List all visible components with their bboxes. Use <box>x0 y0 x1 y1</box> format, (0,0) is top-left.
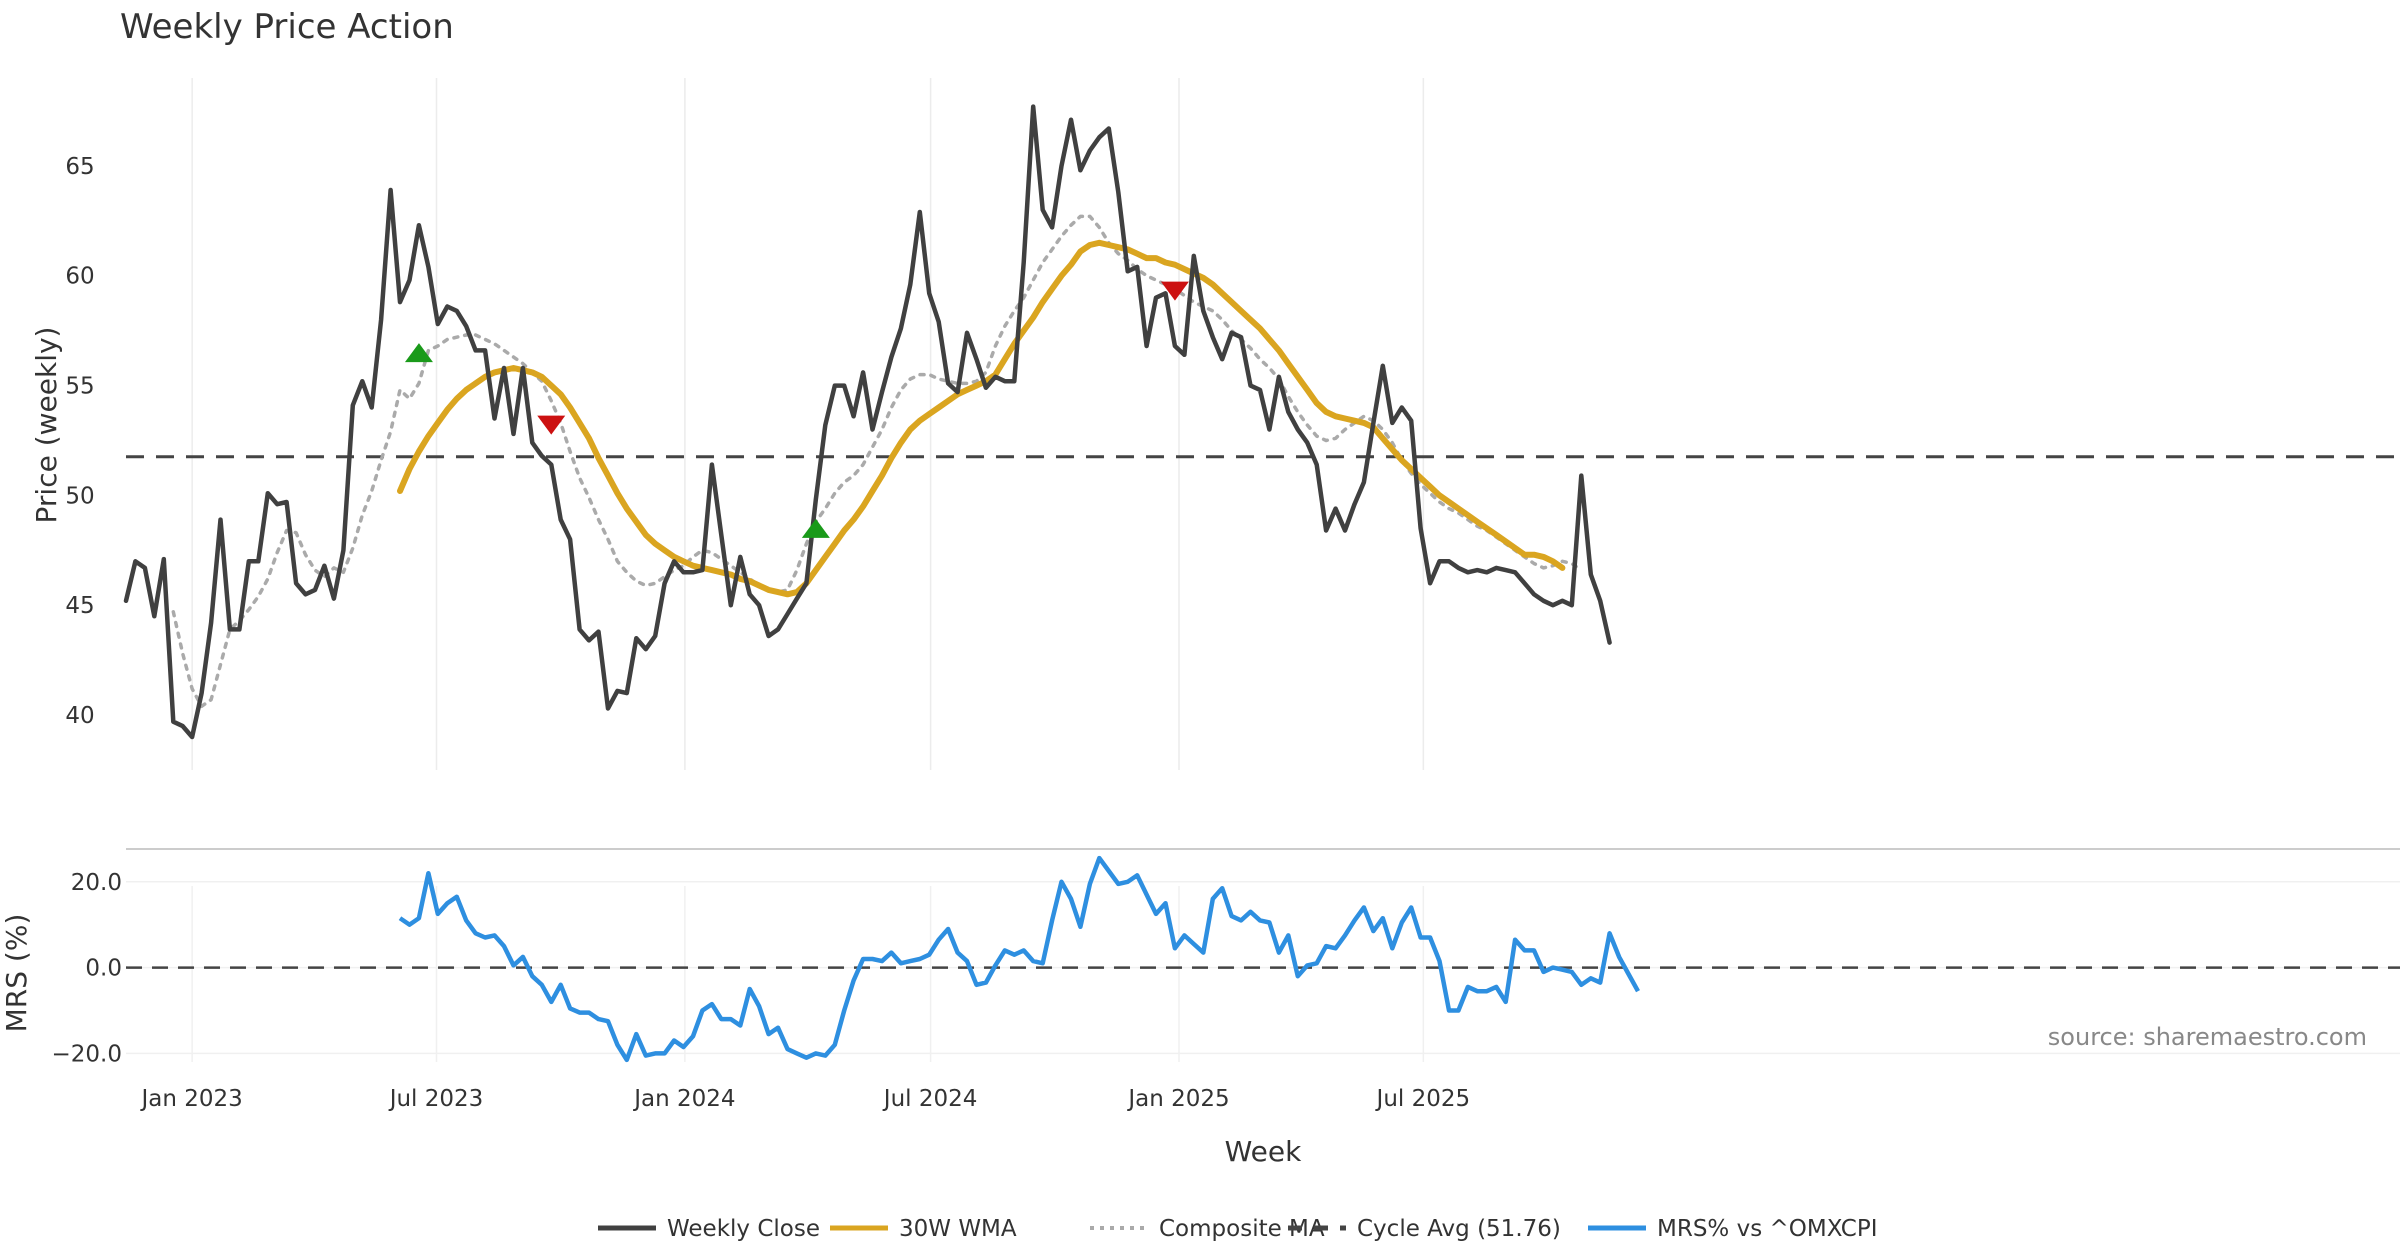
legend-label: MRS% vs ^OMXCPI <box>1657 1216 1878 1242</box>
mrs-line <box>398 855 1640 1063</box>
legend-label: 30W WMA <box>899 1216 1017 1242</box>
x-axis-ticks: Jan 2023 Jul 2023 Jan 2024 Jul 2024 Jan 2025… <box>139 1086 1470 1112</box>
buy-signal-marker <box>801 518 830 538</box>
mrs-series <box>398 855 1640 1063</box>
price-y-ticks: 40 45 50 55 60 65 <box>65 154 94 729</box>
legend: Weekly Close 30W WMA Composite MA Cycle Avg… <box>598 1216 1878 1242</box>
price-y-axis-label: Price (weekly) <box>30 327 63 524</box>
sell-signal-marker <box>1160 281 1189 301</box>
signal-markers <box>404 281 1189 538</box>
x-tick-label: Jul 2023 <box>388 1086 484 1112</box>
price-gridlines <box>191 78 1425 770</box>
mrs-y-axis-label: MRS (%) <box>0 914 33 1033</box>
source-annotation: source: sharemaestro.com <box>2048 1023 2367 1051</box>
price-panel: 40 45 50 55 60 65 Price (weekly) <box>30 78 2400 770</box>
x-tick-label: Jan 2025 <box>1126 1086 1229 1112</box>
legend-label: Weekly Close <box>667 1216 820 1242</box>
x-tick-label: Jul 2024 <box>882 1086 978 1112</box>
mrs-y-tick-label: 20.0 <box>71 870 122 896</box>
price-y-tick-label: 50 <box>65 483 94 509</box>
mrs-y-tick-label: −20.0 <box>52 1041 122 1067</box>
weekly-close-line <box>123 104 1612 740</box>
legend-label: Cycle Avg (51.76) <box>1357 1216 1561 1242</box>
price-series <box>123 104 2400 740</box>
composite-ma-line <box>171 214 1584 709</box>
mrs-panel: 20.0 0.0 −20.0 MRS (%) source: sharemaestr… <box>0 855 2400 1068</box>
price-y-tick-label: 65 <box>65 154 94 180</box>
price-y-tick-label: 55 <box>65 374 94 400</box>
x-tick-label: Jan 2024 <box>632 1086 735 1112</box>
wma-30w-line <box>397 239 1566 598</box>
price-y-tick-label: 60 <box>65 264 94 290</box>
price-y-tick-label: 45 <box>65 593 94 619</box>
price-y-tick-label: 40 <box>65 703 94 729</box>
x-tick-label: Jul 2025 <box>1375 1086 1471 1112</box>
x-tick-label: Jan 2023 <box>139 1086 242 1112</box>
x-axis-label: Week <box>1225 1135 1302 1168</box>
buy-signal-marker <box>404 343 433 363</box>
sell-signal-marker <box>537 415 566 435</box>
chart-title: Weekly Price Action <box>120 7 454 47</box>
mrs-y-tick-label: 0.0 <box>85 956 122 982</box>
mrs-y-ticks: 20.0 0.0 −20.0 <box>52 870 122 1068</box>
